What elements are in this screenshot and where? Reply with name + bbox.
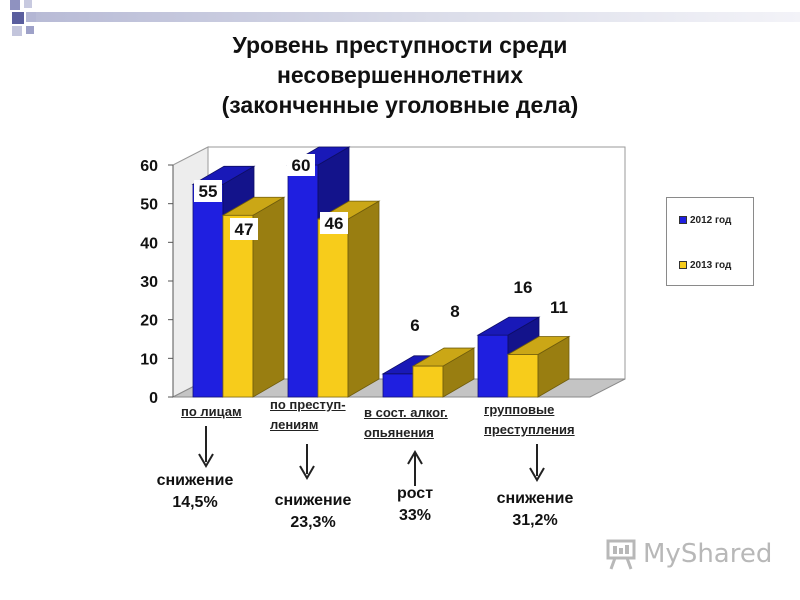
category-label-4-line-1: групповые [484, 402, 555, 417]
arrow-down-icon [529, 444, 545, 482]
category-label-2: по преступ- лениям [270, 395, 346, 435]
annotation-3: рост 33% [360, 483, 470, 527]
corner-square-6 [26, 26, 34, 34]
chart-title-line-3: (законченные уголовные дела) [221, 92, 579, 118]
y-tick-label-20: 20 [140, 313, 158, 330]
legend: 2012 год 2013 год [666, 197, 754, 286]
category-label-1: по лицам [181, 402, 242, 422]
presentation-board-icon [606, 539, 636, 570]
legend-swatch-2012 [679, 216, 687, 225]
category-label-2-line-2: лениям [270, 417, 319, 432]
annotation-1-line-2: 14,5% [172, 494, 218, 511]
bar-front-2013 год-3 [412, 365, 444, 398]
data-label-bg-2013 год-1 [230, 218, 258, 240]
annotation-2-line-1: снижение [274, 492, 352, 509]
category-label-3-line-1: в сост. алког. [364, 405, 448, 420]
bar-top-2013 год-1 [221, 196, 286, 216]
y-tick-label-40: 40 [140, 235, 158, 252]
y-tick-label-30: 30 [140, 274, 158, 291]
corner-square-1 [10, 0, 20, 10]
watermark: MyShared [605, 534, 772, 574]
corner-square-3 [12, 12, 24, 24]
corner-square-4 [26, 12, 36, 22]
y-tick-label-0: 0 [149, 390, 158, 407]
corner-square-5 [12, 26, 22, 36]
data-label-2012 год-4: 16 [514, 278, 533, 297]
data-label-bg-2012 год-2 [287, 154, 315, 176]
bar-front-2013 год-1 [222, 214, 254, 398]
annotation-1: снижение 14,5% [140, 470, 250, 514]
data-label-bg-2013 год-2 [320, 212, 348, 234]
bar-top-2013 год-3 [411, 347, 476, 367]
bar-top-2012 год-4 [476, 316, 541, 336]
category-label-1-line-1: по лицам [181, 404, 242, 419]
bar-front-2012 год-2 [287, 164, 319, 398]
category-label-3-line-2: опьянения [364, 425, 434, 440]
annotation-3-line-1: рост [396, 485, 434, 502]
legend-entry-2012: 2012 год [679, 215, 731, 226]
legend-label-2013: 2013 год [690, 260, 732, 271]
bar-front-2013 год-4 [507, 354, 539, 398]
annotation-3-line-2: 33% [398, 507, 432, 524]
annotation-4-line-1: снижение [496, 490, 574, 507]
data-label-2012 год-3: 6 [410, 316, 419, 335]
bar-front-2013 год-2 [317, 218, 349, 398]
legend-label-2012: 2012 год [690, 215, 732, 226]
annotation-4-line-2: 31,2% [512, 512, 558, 529]
bar-front-2012 год-4 [477, 334, 509, 398]
chart-title-line-2: несовершеннолетних [276, 62, 523, 88]
y-tick-label-10: 10 [140, 351, 158, 368]
category-label-4: групповые преступления [484, 400, 575, 440]
data-label-2012 год-1: 55 [199, 182, 218, 201]
category-label-2-line-1: по преступ- [270, 397, 346, 412]
arrow-down-icon [299, 444, 315, 480]
bar-front-2012 год-3 [382, 373, 414, 398]
y-tick-label-60: 60 [140, 158, 158, 175]
bar-top-2013 год-4 [506, 336, 571, 355]
header-bar [36, 12, 800, 22]
category-label-3: в сост. алког. опьянения [364, 403, 448, 443]
annotation-1-line-1: снижение [156, 472, 234, 489]
data-label-2012 год-2: 60 [292, 156, 311, 175]
annotation-2-line-2: 23,3% [290, 514, 336, 531]
arrow-up-icon [407, 450, 423, 486]
legend-swatch-2013 [679, 261, 687, 270]
corner-square-2 [24, 0, 32, 8]
data-label-2013 год-4: 11 [550, 298, 568, 317]
data-label-2013 год-1: 47 [235, 220, 254, 239]
annotation-2: снижение 23,3% [258, 490, 368, 534]
category-label-4-line-2: преступления [484, 422, 575, 437]
arrow-down-icon [198, 426, 214, 468]
watermark-text: MyShared [643, 539, 773, 569]
chart-title: Уровень преступности среди несовершеннол… [150, 30, 650, 120]
data-label-2013 год-2: 46 [325, 214, 344, 233]
legend-entry-2013: 2013 год [679, 260, 731, 271]
bar-front-2012 год-1 [192, 183, 224, 398]
bar-side-2013 год-2 [347, 200, 380, 398]
data-label-2013 год-3: 8 [450, 302, 459, 321]
data-label-bg-2012 год-1 [194, 180, 222, 202]
annotation-4: снижение 31,2% [480, 488, 590, 532]
y-tick-label-50: 50 [140, 197, 158, 214]
chart-title-line-1: Уровень преступности среди [232, 32, 568, 58]
